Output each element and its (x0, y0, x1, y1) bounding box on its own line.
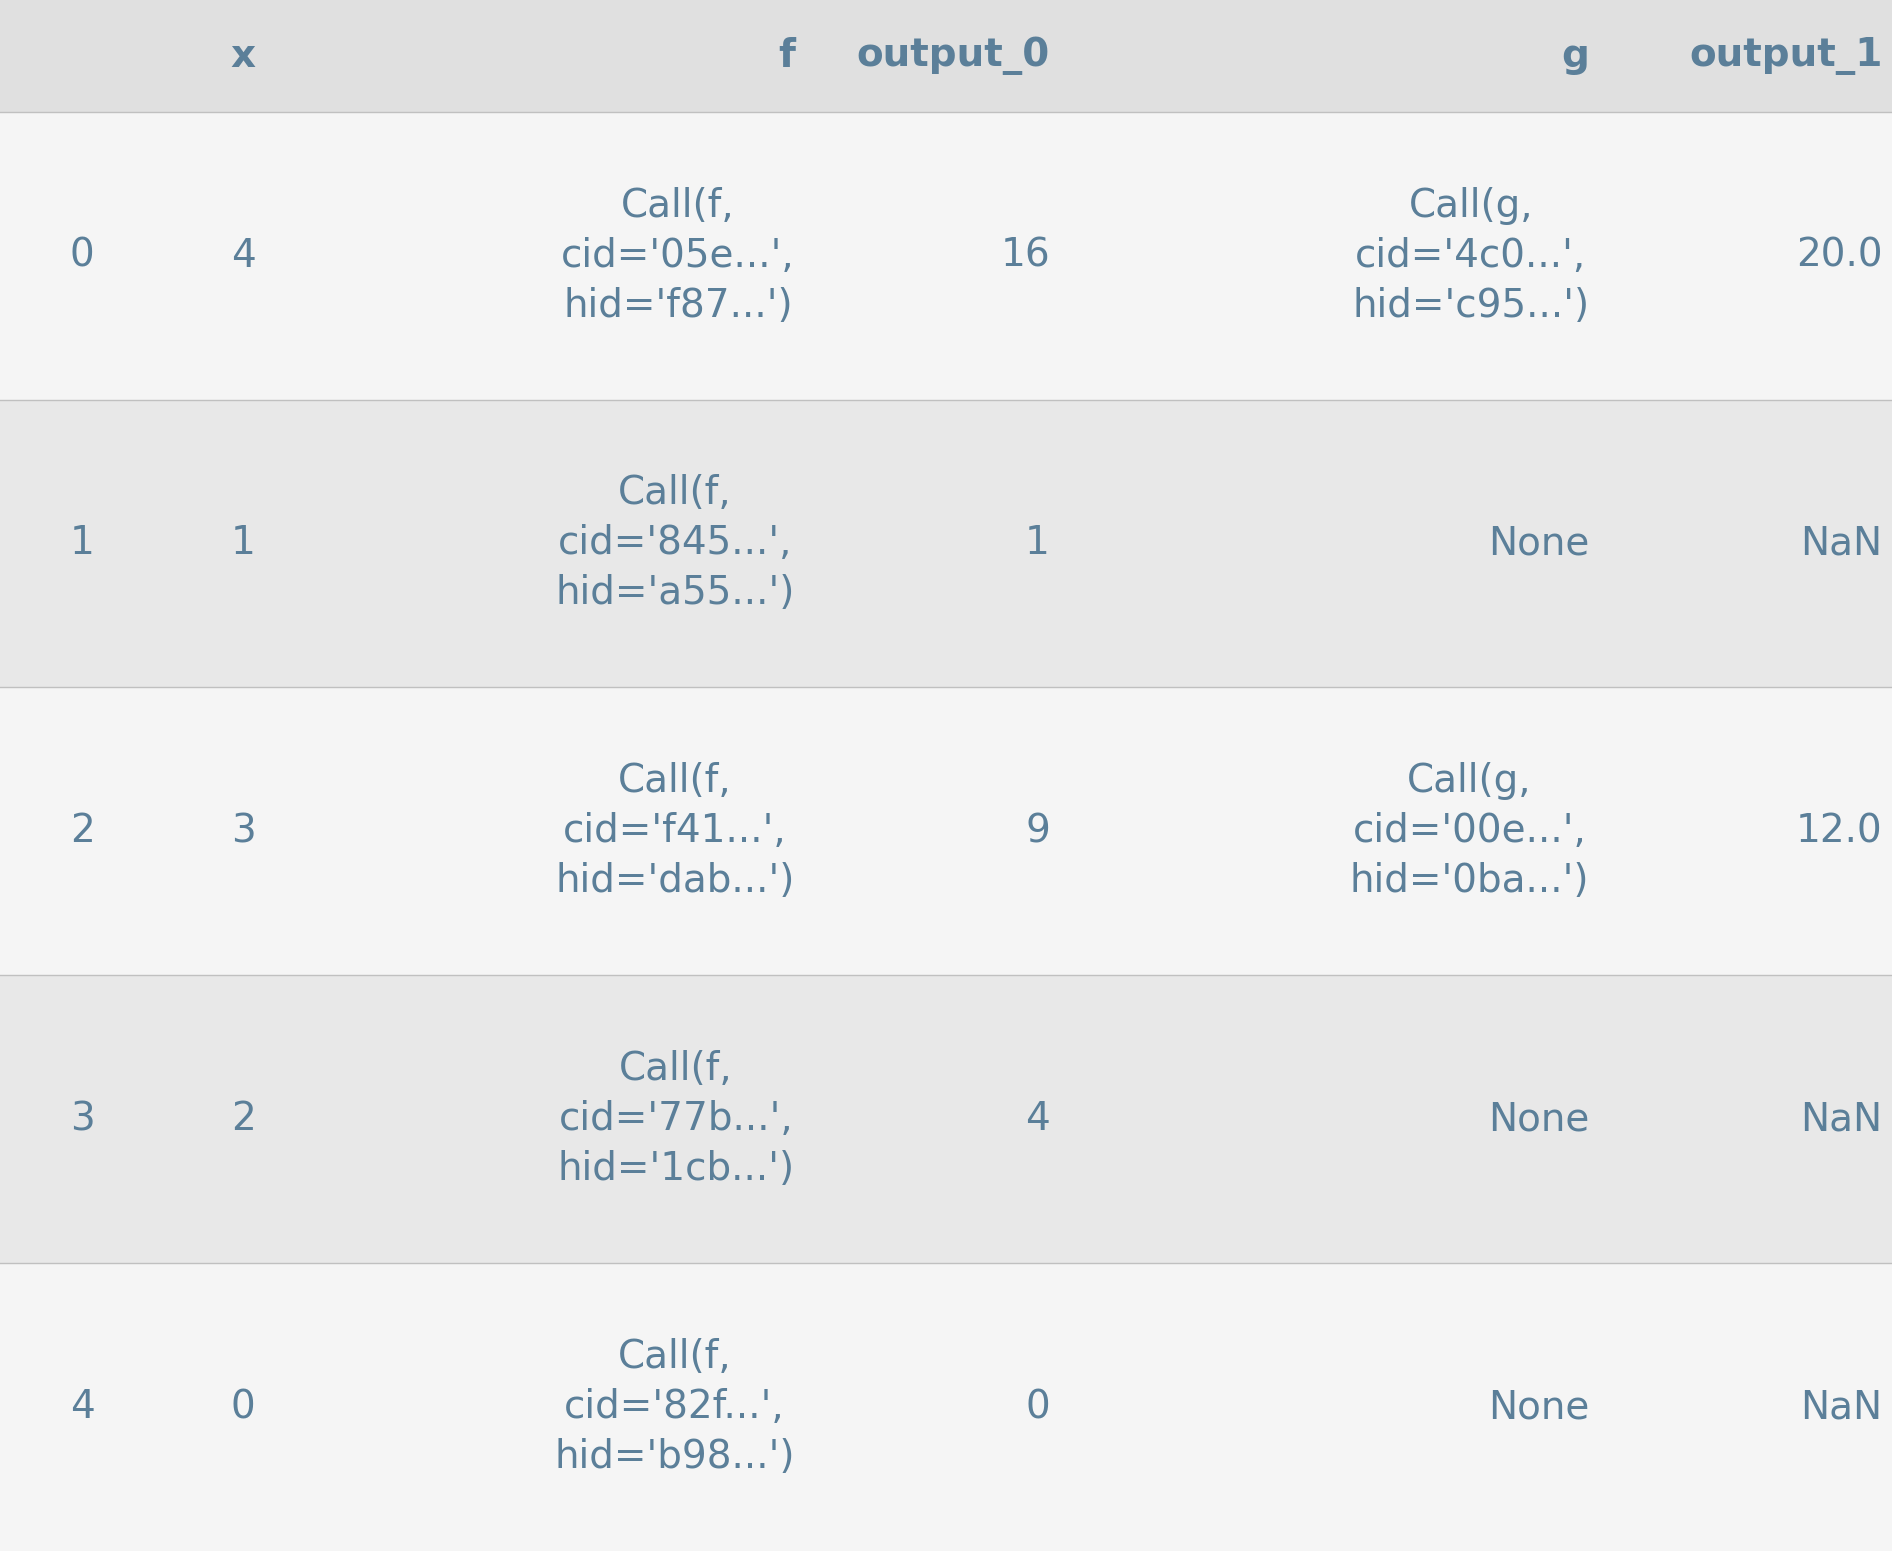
Text: x: x (231, 37, 255, 74)
Text: 0: 0 (70, 237, 95, 275)
Text: Call(g,
cid='4c0...',
hid='c95...'): Call(g, cid='4c0...', hid='c95...') (1353, 186, 1589, 324)
Bar (0, 0, 1892, 112)
Text: output_1: output_1 (1690, 37, 1883, 74)
Text: 4: 4 (70, 1388, 95, 1425)
Text: Call(f,
cid='05e...',
hid='f87...'): Call(f, cid='05e...', hid='f87...') (562, 186, 795, 324)
Bar (0, 400, 1892, 687)
Bar (0, 687, 1892, 976)
Text: 1: 1 (70, 524, 95, 563)
Bar (0, 112, 1892, 400)
Text: Call(g,
cid='00e...',
hid='0ba...'): Call(g, cid='00e...', hid='0ba...') (1349, 763, 1589, 900)
Text: NaN: NaN (1801, 1100, 1883, 1138)
Text: output_0: output_0 (857, 37, 1050, 74)
Text: NaN: NaN (1801, 524, 1883, 563)
Text: 0: 0 (1025, 1388, 1050, 1425)
Text: 1: 1 (231, 524, 255, 563)
Text: Call(f,
cid='82f...',
hid='b98...'): Call(f, cid='82f...', hid='b98...') (554, 1339, 795, 1477)
Text: 4: 4 (231, 237, 255, 275)
Text: Call(f,
cid='f41...',
hid='dab...'): Call(f, cid='f41...', hid='dab...') (554, 763, 795, 900)
Text: NaN: NaN (1801, 1388, 1883, 1425)
Text: None: None (1487, 1388, 1589, 1425)
Text: 4: 4 (1025, 1100, 1050, 1138)
Text: 2: 2 (70, 813, 95, 850)
Text: 2: 2 (231, 1100, 255, 1138)
Text: Call(f,
cid='845...',
hid='a55...'): Call(f, cid='845...', hid='a55...') (554, 475, 795, 613)
Text: None: None (1487, 1100, 1589, 1138)
Text: 1: 1 (1025, 524, 1050, 563)
Text: 9: 9 (1025, 813, 1050, 850)
Bar (0, 976, 1892, 1263)
Text: Call(f,
cid='77b...',
hid='1cb...'): Call(f, cid='77b...', hid='1cb...') (558, 1050, 795, 1188)
Text: 3: 3 (231, 813, 255, 850)
Text: None: None (1487, 524, 1589, 563)
Text: 12.0: 12.0 (1796, 813, 1883, 850)
Text: 0: 0 (231, 1388, 255, 1425)
Text: 20.0: 20.0 (1796, 237, 1883, 275)
Bar (0, 1263, 1892, 1551)
Text: 16: 16 (1001, 237, 1050, 275)
Text: f: f (778, 37, 795, 74)
Text: 3: 3 (70, 1100, 95, 1138)
Text: g: g (1561, 37, 1589, 74)
